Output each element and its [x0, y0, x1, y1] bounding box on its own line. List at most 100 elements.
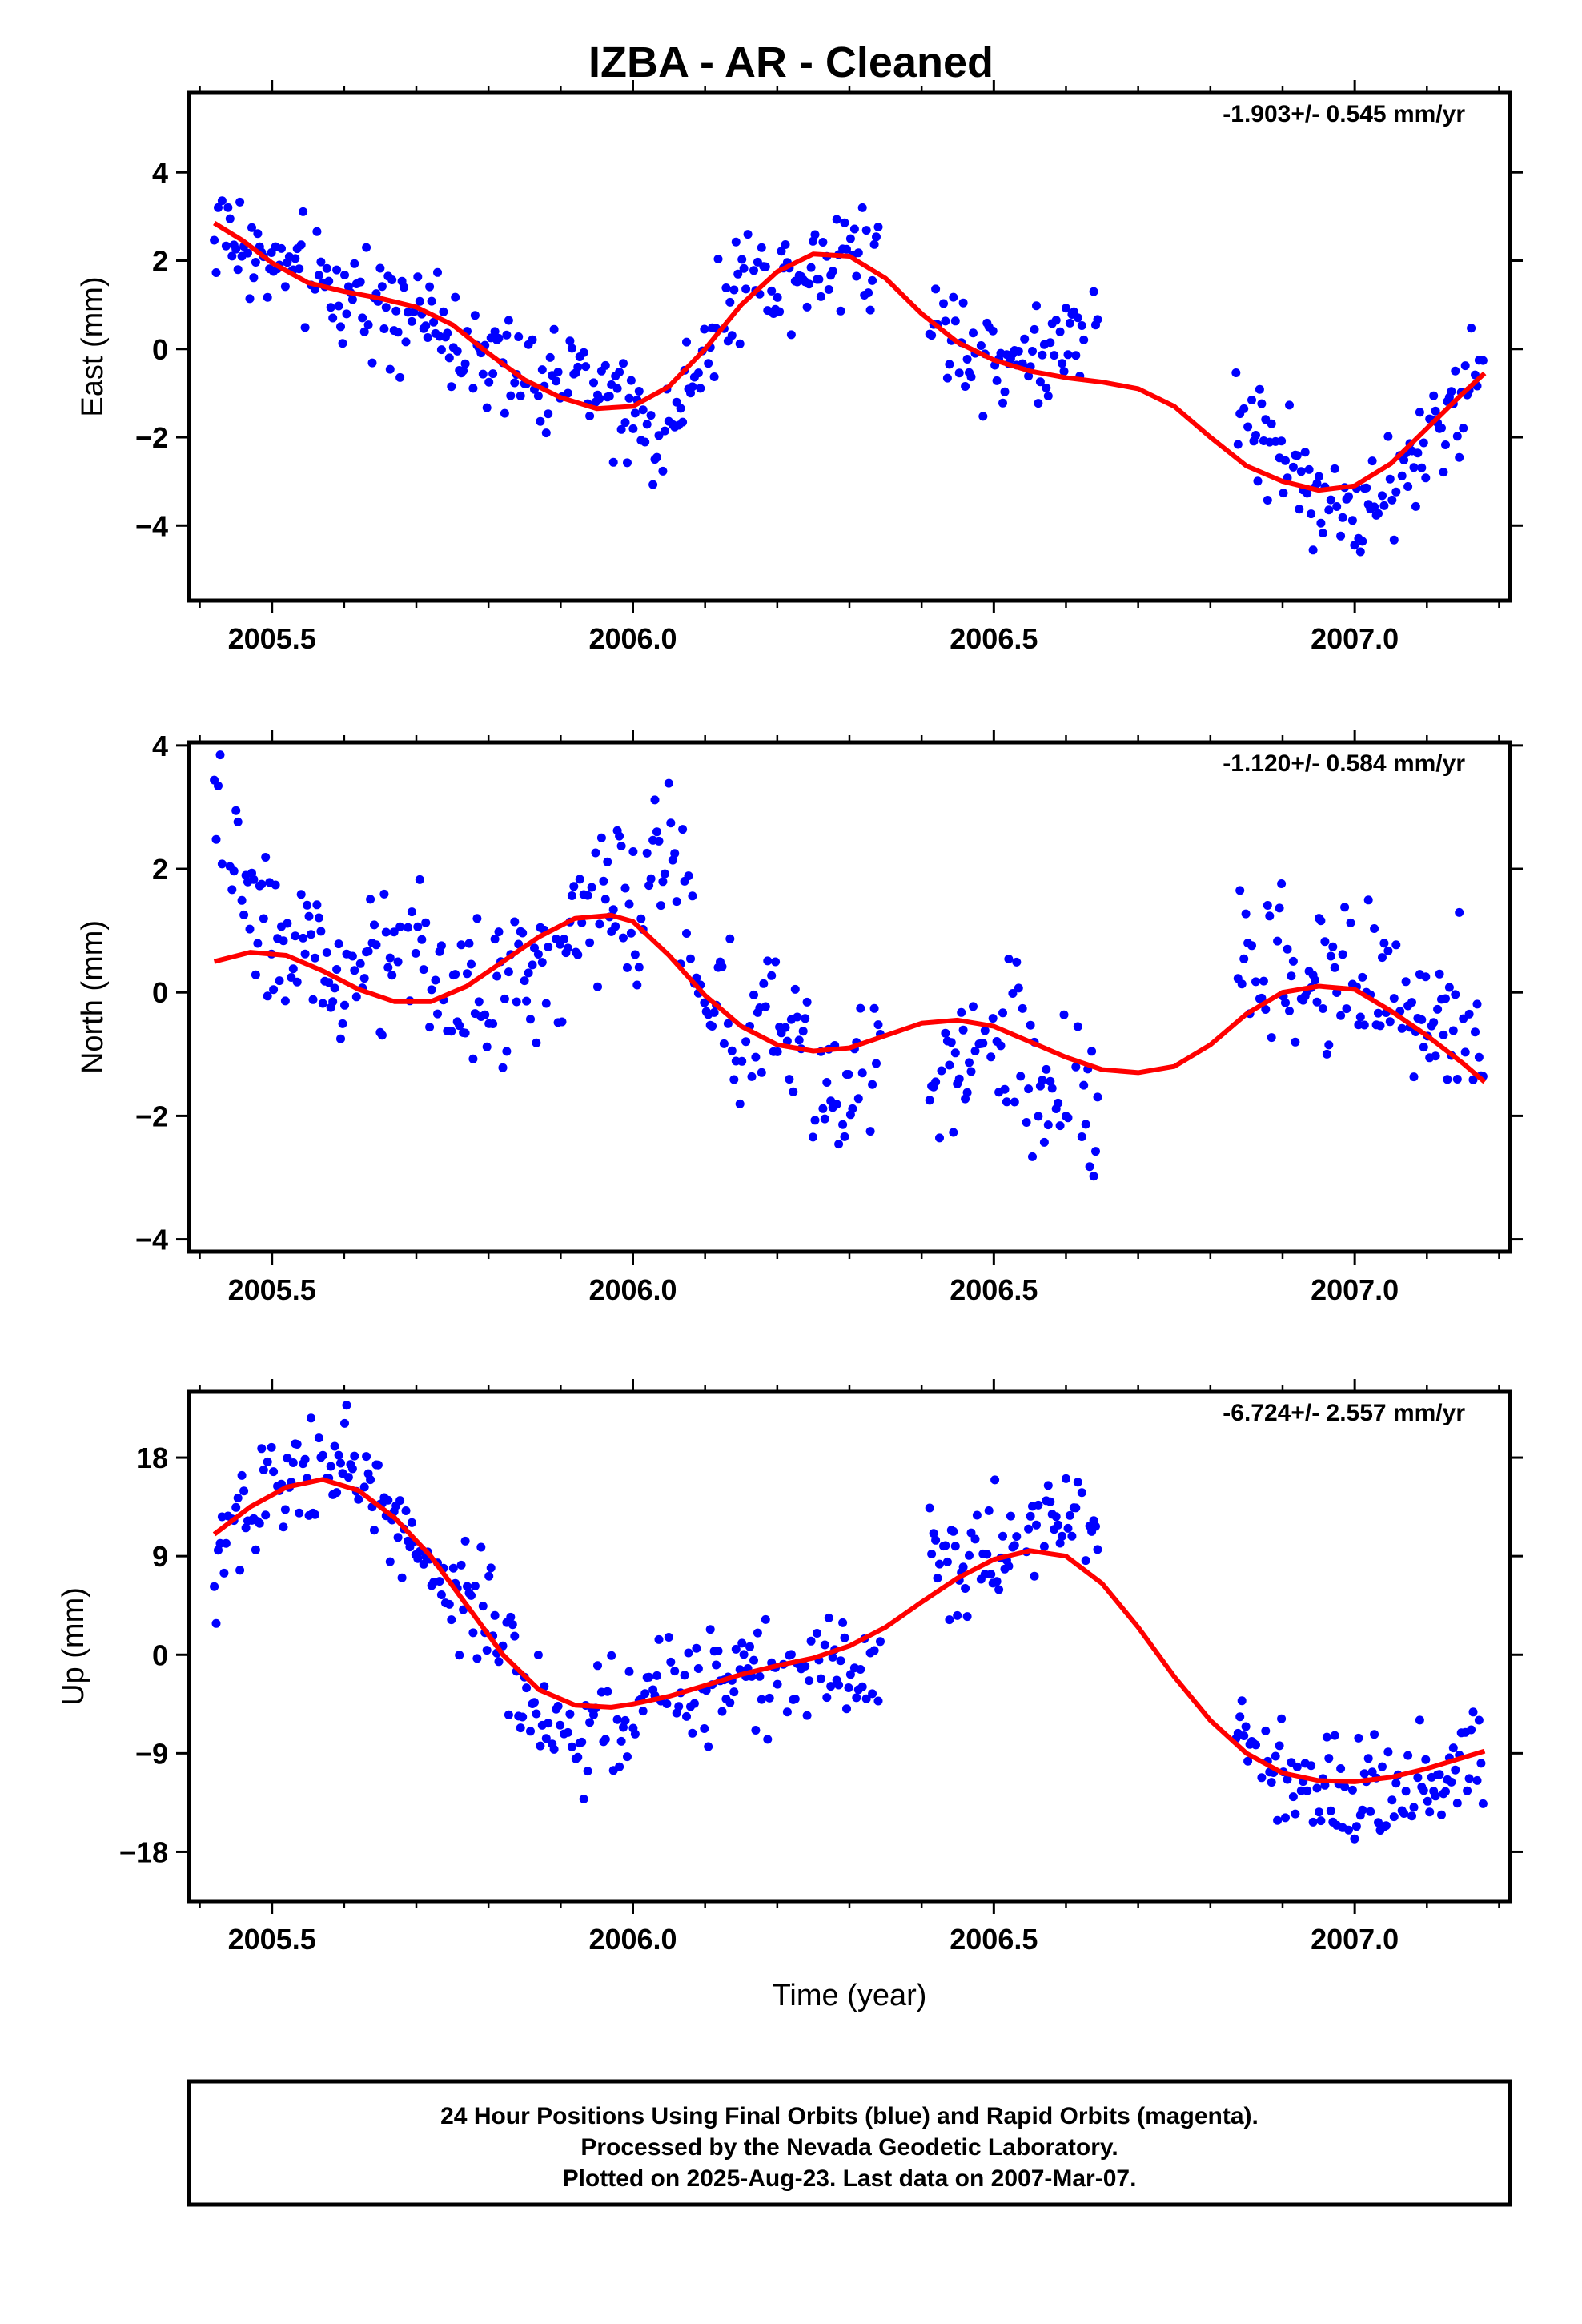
data-point	[1460, 1047, 1470, 1057]
data-point	[1034, 1112, 1043, 1121]
data-point	[1370, 924, 1379, 933]
data-point	[311, 1510, 319, 1519]
data-point	[1471, 1027, 1480, 1037]
data-point	[363, 947, 373, 956]
data-point	[1433, 1004, 1443, 1014]
data-point	[1241, 909, 1251, 919]
data-point	[1391, 1779, 1401, 1788]
data-point	[484, 377, 494, 387]
data-point	[704, 359, 713, 368]
data-point	[809, 1132, 817, 1142]
data-point	[1307, 1761, 1316, 1771]
data-point	[611, 922, 620, 931]
data-point	[1330, 963, 1339, 972]
data-point	[448, 1563, 458, 1573]
data-point	[978, 412, 988, 421]
data-point	[700, 998, 709, 1007]
data-point	[725, 934, 735, 943]
data-point	[689, 1699, 699, 1708]
data-point	[820, 1114, 829, 1124]
data-point	[1312, 997, 1322, 1007]
data-point	[1413, 448, 1423, 458]
data-point	[1085, 1162, 1094, 1172]
data-point	[972, 1510, 982, 1520]
data-point	[334, 1450, 343, 1460]
data-point	[929, 1529, 938, 1538]
data-point	[223, 203, 233, 212]
data-point	[634, 963, 644, 972]
data-point	[704, 1742, 713, 1751]
data-point	[553, 368, 563, 376]
data-point	[1359, 1020, 1369, 1030]
data-point	[1437, 1810, 1446, 1819]
data-point	[1038, 350, 1047, 360]
data-point	[385, 364, 395, 374]
data-point	[484, 1571, 494, 1581]
data-point	[1054, 1098, 1063, 1108]
data-point	[1362, 483, 1371, 493]
data-point	[241, 1523, 251, 1533]
data-point	[1316, 916, 1326, 926]
data-point	[969, 1002, 978, 1011]
data-point	[217, 196, 227, 206]
data-point	[1285, 400, 1294, 410]
data-point	[1042, 383, 1051, 392]
data-point	[805, 279, 814, 289]
data-point	[1051, 316, 1061, 325]
data-point	[604, 392, 614, 401]
y-tick-label: 0	[152, 1638, 168, 1671]
data-point	[1046, 338, 1055, 348]
y-tick-label: 0	[152, 333, 168, 366]
data-point	[322, 948, 331, 957]
chart-title: IZBA - AR - Cleaned	[588, 38, 994, 86]
data-point	[367, 358, 377, 368]
x-tick-label: 2007.0	[1311, 1923, 1399, 1956]
data-point	[743, 230, 753, 239]
data-point	[383, 1495, 393, 1505]
east-rate-label: -1.903+/- 0.545 mm/yr	[1223, 101, 1465, 127]
data-point	[773, 292, 782, 302]
data-point	[990, 1475, 1000, 1485]
data-point	[678, 825, 688, 834]
data-point	[988, 1014, 998, 1023]
data-point	[404, 923, 412, 932]
data-point	[735, 1099, 745, 1108]
data-point	[370, 1526, 379, 1535]
data-point	[1415, 408, 1424, 417]
data-point	[931, 1077, 941, 1087]
data-point	[1358, 1805, 1367, 1815]
data-point	[544, 943, 553, 951]
data-point	[1330, 464, 1339, 473]
data-point	[229, 866, 239, 876]
data-point	[1419, 1043, 1428, 1052]
data-point	[451, 292, 460, 302]
data-point	[1350, 541, 1359, 550]
data-point	[1295, 505, 1304, 514]
data-point	[478, 1602, 488, 1611]
data-point	[308, 995, 318, 1004]
data-point	[840, 1633, 849, 1642]
data-point	[263, 292, 272, 302]
north-ticks: 2005.5 2006.0 2006.5 2007.0 4 2 0 −2 −4	[135, 730, 1523, 1306]
data-point	[802, 997, 812, 1007]
data-point	[1328, 942, 1338, 951]
data-point	[700, 1724, 709, 1733]
data-point	[1089, 1172, 1098, 1181]
data-point	[1326, 951, 1335, 961]
y-tick-label: 4	[152, 730, 168, 762]
data-point	[869, 1646, 879, 1655]
data-point	[1063, 1523, 1073, 1533]
data-point	[992, 376, 1002, 385]
data-point	[600, 895, 610, 904]
data-point	[1351, 1822, 1361, 1831]
data-point	[1429, 391, 1439, 400]
data-point	[1308, 1817, 1318, 1827]
data-point	[480, 1010, 490, 1019]
data-point	[1004, 1562, 1014, 1571]
data-point	[350, 259, 359, 268]
data-point	[1366, 1807, 1375, 1816]
data-point	[713, 255, 723, 263]
data-point	[573, 362, 583, 372]
data-point	[658, 877, 668, 887]
data-point	[761, 1002, 770, 1011]
